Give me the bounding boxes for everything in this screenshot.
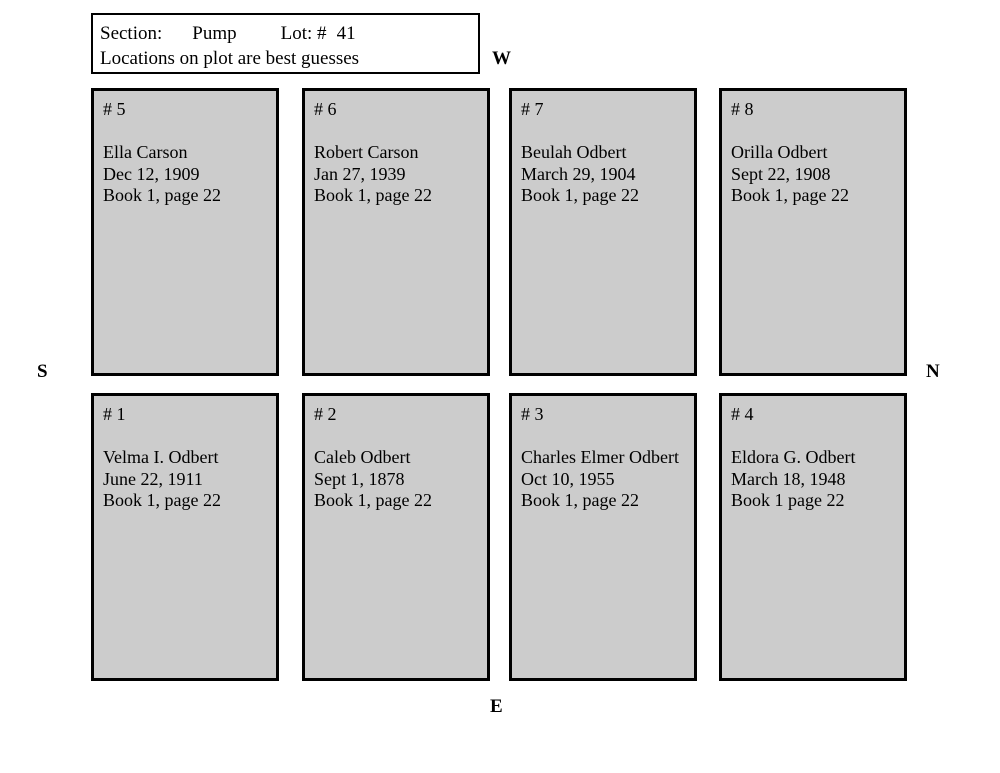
- plot-date: Jan 27, 1939: [314, 163, 406, 184]
- compass-north-label: N: [926, 361, 940, 382]
- plot-spacer: [314, 425, 487, 447]
- plot-spacer: [731, 120, 904, 142]
- plot-spacer: [731, 425, 904, 447]
- plot-cell[interactable]: # 3 Charles Elmer Odbert Oct 10, 1955 Bo…: [509, 393, 697, 681]
- plot-name: Ella Carson: [103, 142, 188, 162]
- plot-date: March 29, 1904: [521, 163, 636, 184]
- plot-reference: Book 1, page 22: [103, 490, 221, 510]
- plot-cell[interactable]: # 1 Velma I. Odbert June 22, 1911 Book 1…: [91, 393, 279, 681]
- lot-label: Lot: #: [280, 23, 327, 44]
- plot-name: Robert Carson: [314, 142, 419, 162]
- plot-name: Velma I. Odbert: [103, 447, 219, 467]
- plot-spacer: [103, 120, 276, 142]
- plot-reference: Book 1, page 22: [314, 185, 432, 205]
- plot-reference: Book 1, page 22: [314, 490, 432, 510]
- plot-spacer: [103, 425, 276, 447]
- plot-cell[interactable]: # 7 Beulah Odbert March 29, 1904 Book 1,…: [509, 88, 697, 376]
- compass-west-label: W: [492, 48, 511, 69]
- plot-reference: Book 1, page 22: [521, 490, 639, 510]
- lot-value: 41: [336, 23, 356, 44]
- plot-number: # 3: [521, 404, 544, 424]
- plot-cell[interactable]: # 6 Robert Carson Jan 27, 1939 Book 1, p…: [302, 88, 490, 376]
- plot-number: # 4: [731, 404, 754, 424]
- plot-spacer: [314, 120, 487, 142]
- plot-reference: Book 1, page 22: [521, 185, 639, 205]
- compass-south-label: S: [37, 361, 48, 382]
- section-label: Section:: [100, 23, 163, 44]
- plot-info-box: Section: Pump Lot: # 41 Locations on plot a…: [91, 13, 480, 74]
- plot-spacer: [521, 120, 694, 142]
- plot-name: Beulah Odbert: [521, 142, 627, 162]
- plot-reference: Book 1, page 22: [731, 185, 849, 205]
- plot-reference: Book 1 page 22: [731, 490, 845, 510]
- plot-number: # 5: [103, 99, 126, 119]
- plot-number: # 6: [314, 99, 337, 119]
- plot-date: Dec 12, 1909: [103, 163, 200, 184]
- plot-reference: Book 1, page 22: [103, 185, 221, 205]
- section-lot-line: Section: Pump Lot: # 41: [100, 21, 478, 46]
- plot-number: # 7: [521, 99, 544, 119]
- plot-cell[interactable]: # 2 Caleb Odbert Sept 1, 1878 Book 1, pa…: [302, 393, 490, 681]
- plot-name: Caleb Odbert: [314, 447, 411, 467]
- plot-name: Eldora G. Odbert: [731, 447, 856, 467]
- plot-number: # 2: [314, 404, 337, 424]
- plot-name: Orilla Odbert: [731, 142, 828, 162]
- section-value: Pump: [192, 23, 237, 44]
- plot-date: Sept 1, 1878: [314, 468, 405, 489]
- compass-east-label: E: [490, 696, 503, 717]
- plot-cell[interactable]: # 8 Orilla Odbert Sept 22, 1908 Book 1, …: [719, 88, 907, 376]
- plot-cell[interactable]: # 5 Ella Carson Dec 12, 1909 Book 1, pag…: [91, 88, 279, 376]
- plot-spacer: [521, 425, 694, 447]
- plot-note: Locations on plot are best guesses: [100, 48, 360, 69]
- plot-date: March 18, 1948: [731, 468, 846, 489]
- plot-name: Charles Elmer Odbert: [521, 447, 679, 467]
- plot-date: June 22, 1911: [103, 468, 203, 489]
- plot-number: # 8: [731, 99, 754, 119]
- plot-cell[interactable]: # 4 Eldora G. Odbert March 18, 1948 Book…: [719, 393, 907, 681]
- plot-number: # 1: [103, 404, 126, 424]
- plot-date: Sept 22, 1908: [731, 163, 831, 184]
- plot-date: Oct 10, 1955: [521, 468, 615, 489]
